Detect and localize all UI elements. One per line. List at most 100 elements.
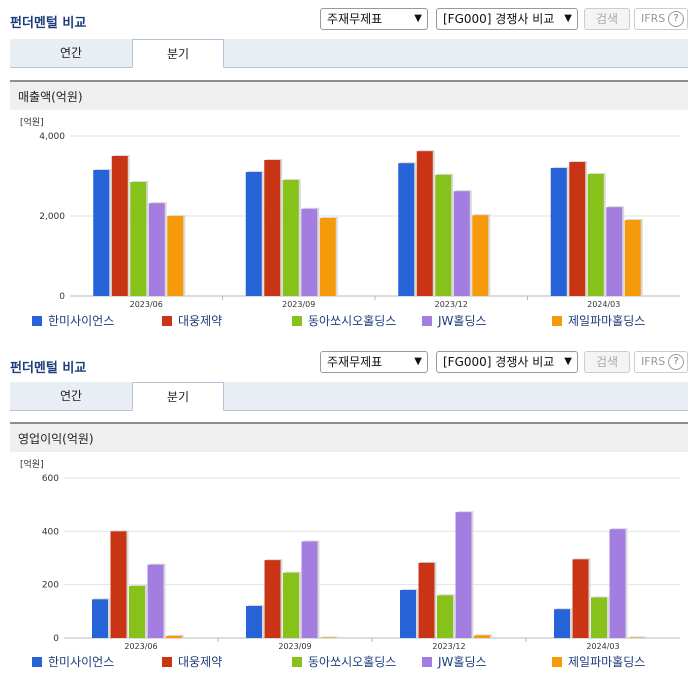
bar-shadow	[630, 636, 646, 638]
bar	[148, 203, 165, 296]
legend-swatch	[422, 657, 432, 667]
peer-select[interactable]: [FG000] 경쟁사 비교 ▼	[436, 351, 578, 373]
bar	[628, 637, 644, 638]
panel-header: 펀더멘털 비교 주재무제표 ▼ [FG000] 경쟁사 비교 ▼ 검색 IFRS?	[0, 0, 696, 36]
legend-item-label: 제일파마홀딩스	[568, 314, 645, 328]
search-button[interactable]: 검색	[584, 8, 630, 30]
bar	[624, 220, 641, 296]
x-tick-label: 2023/12	[435, 300, 468, 309]
x-tick-label: 2024/03	[586, 642, 619, 651]
bar	[400, 590, 416, 638]
fundamental-panel-revenue: 펀더멘털 비교 주재무제표 ▼ [FG000] 경쟁사 비교 ▼ 검색 IFRS? …	[0, 0, 696, 328]
legend-swatch	[32, 316, 42, 326]
statement-select-value: 주재무제표	[327, 355, 383, 369]
legend-swatch	[292, 657, 302, 667]
bar	[93, 170, 110, 296]
x-tick-label: 2024/03	[587, 300, 620, 309]
y-tick-label: 4,000	[39, 132, 65, 142]
y-tick-label: 2,000	[39, 212, 65, 222]
legend-swatch	[552, 657, 562, 667]
section-title: 영업이익(억원)	[10, 422, 688, 452]
bar	[301, 208, 318, 296]
bar	[435, 174, 452, 296]
legend-swatch	[422, 316, 432, 326]
bar	[554, 609, 570, 638]
legend-swatch	[32, 657, 42, 667]
bar	[264, 560, 281, 638]
peer-select[interactable]: [FG000] 경쟁사 비교 ▼	[436, 8, 578, 30]
chevron-down-icon: ▼	[564, 356, 572, 367]
panel-title: 펀더멘털 비교	[10, 16, 87, 31]
tab-annual[interactable]: 연간	[59, 389, 83, 403]
bar	[111, 156, 128, 296]
tab-quarterly[interactable]: 분기	[132, 39, 224, 68]
bar	[245, 172, 262, 296]
statement-select-value: 주재무제표	[327, 12, 383, 26]
legend-swatch	[292, 316, 302, 326]
revenue-bar-chart: [억원] 0 2,000 4,000 2023/06 2023/09 2023/12 2024…	[20, 116, 680, 328]
tab-annual[interactable]: 연간	[59, 46, 83, 60]
ifrs-info-button[interactable]: IFRS?	[634, 8, 688, 30]
unit-label: [억원]	[20, 116, 44, 128]
bar	[398, 163, 415, 296]
legend-item-label: 한미사이언스	[48, 655, 114, 669]
bar	[587, 174, 604, 296]
bar	[418, 562, 435, 638]
tab-quarterly[interactable]: 분기	[132, 382, 224, 411]
bar	[416, 151, 433, 296]
bar	[129, 586, 145, 638]
legend-item-label: 제일파마홀딩스	[568, 655, 645, 669]
bar	[110, 531, 127, 638]
bar	[591, 597, 607, 638]
chevron-down-icon: ▼	[414, 356, 422, 367]
bar	[283, 572, 299, 638]
y-tick-label: 600	[42, 474, 59, 484]
peer-select-value: [FG000] 경쟁사 비교	[443, 355, 555, 369]
bar	[437, 595, 453, 638]
statement-select[interactable]: 주재무제표 ▼	[320, 351, 428, 373]
statement-select[interactable]: 주재무제표 ▼	[320, 8, 428, 30]
ifrs-label: IFRS	[641, 12, 666, 25]
period-tabs: 연간 분기	[10, 39, 688, 68]
section-title: 매출액(억원)	[10, 80, 688, 110]
bar	[572, 559, 589, 638]
help-icon: ?	[668, 11, 684, 27]
x-tick-label: 2023/09	[278, 642, 311, 651]
ifrs-info-button[interactable]: IFRS?	[634, 351, 688, 373]
bar	[453, 191, 470, 296]
legend-item-label: JW홀딩스	[437, 655, 487, 669]
legend-item-label: 동아쏘시오홀딩스	[308, 655, 396, 669]
bar	[474, 635, 490, 638]
search-button[interactable]: 검색	[584, 351, 630, 373]
y-tick-label: 0	[53, 634, 59, 644]
bar	[472, 215, 489, 296]
legend-item-label: JW홀딩스	[437, 314, 487, 328]
bar	[301, 541, 318, 638]
bar	[92, 599, 108, 638]
legend-item-label: 대웅제약	[178, 313, 222, 328]
bar	[550, 168, 567, 296]
bar	[455, 512, 472, 638]
legend-item-label: 동아쏘시오홀딩스	[308, 314, 396, 328]
peer-select-value: [FG000] 경쟁사 비교	[443, 12, 555, 26]
panel-header: 펀더멘털 비교 주재무제표 ▼ [FG000] 경쟁사 비교 ▼ 검색 IFRS?	[0, 342, 696, 378]
bar	[606, 207, 623, 296]
chevron-down-icon: ▼	[414, 13, 422, 24]
help-icon: ?	[668, 354, 684, 370]
ifrs-label: IFRS	[641, 355, 666, 368]
bar	[130, 182, 147, 296]
period-tabs: 연간 분기	[10, 382, 688, 411]
operating-profit-bar-chart: [억원] 0 200 400 600 2023/06 2023/09 2023/12 2024/…	[20, 458, 680, 669]
chevron-down-icon: ▼	[564, 13, 572, 24]
bar	[167, 216, 184, 296]
x-tick-label: 2023/09	[282, 300, 315, 309]
legend-item-label: 한미사이언스	[48, 314, 114, 328]
bar	[609, 529, 626, 638]
x-tick-label: 2023/06	[124, 642, 157, 651]
y-tick-label: 0	[59, 292, 65, 302]
legend-item-label: 대웅제약	[178, 654, 222, 669]
legend-swatch	[162, 316, 172, 326]
x-tick-label: 2023/06	[130, 300, 163, 309]
unit-label: [억원]	[20, 458, 44, 470]
bar	[320, 637, 336, 638]
